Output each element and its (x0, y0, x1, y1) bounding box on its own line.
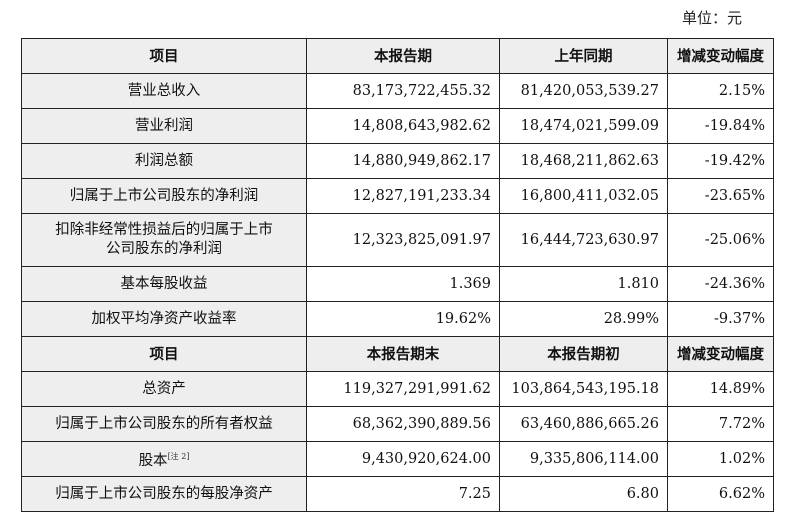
prior-value: 16,800,411,032.05 (499, 178, 668, 214)
row-label: 扣除非经常性损益后的归属于上市 公司股东的净利润 (21, 213, 307, 267)
header-prior-period: 上年同期 (499, 38, 668, 74)
current-value: 68,362,390,889.56 (306, 406, 500, 442)
table-row: 营业利润 14,808,643,982.62 18,474,021,599.09… (21, 108, 774, 144)
footnote-ref: [注 2] (167, 452, 190, 462)
header-item: 项目 (21, 336, 307, 372)
prior-value: 63,460,886,665.26 (499, 406, 668, 442)
row-label: 基本每股收益 (21, 266, 307, 302)
change-value: -19.42% (667, 143, 774, 179)
row-label-line1: 扣除非经常性损益后的归属于上市 (55, 222, 273, 238)
table-row: 基本每股收益 1.369 1.810 -24.36% (21, 266, 774, 302)
change-value: 1.02% (667, 441, 774, 477)
header-item: 项目 (21, 38, 307, 74)
change-value: -24.36% (667, 266, 774, 302)
current-value: 14,880,949,862.17 (306, 143, 500, 179)
row-label: 归属于上市公司股东的每股净资产 (21, 476, 307, 512)
change-value: 14.89% (667, 371, 774, 407)
table-row: 加权平均净资产收益率 19.62% 28.99% -9.37% (21, 301, 774, 337)
row-label: 归属于上市公司股东的所有者权益 (21, 406, 307, 442)
header-current-period: 本报告期 (306, 38, 500, 74)
current-value: 12,827,191,233.34 (306, 178, 500, 214)
prior-value: 6.80 (499, 476, 668, 512)
prior-value: 28.99% (499, 301, 668, 337)
row-label: 营业总收入 (21, 73, 307, 109)
prior-value: 103,864,543,195.18 (499, 371, 668, 407)
prior-value: 9,335,806,114.00 (499, 441, 668, 477)
prior-value: 18,468,211,862.63 (499, 143, 668, 179)
row-label: 加权平均净资产收益率 (21, 301, 307, 337)
prior-value: 16,444,723,630.97 (499, 213, 668, 267)
row-label-text: 股本 (138, 452, 168, 469)
row-label-line2: 公司股东的净利润 (106, 241, 222, 257)
table-row: 扣除非经常性损益后的归属于上市 公司股东的净利润 12,323,825,091.… (21, 213, 774, 267)
table-row: 利润总额 14,880,949,862.17 18,468,211,862.63… (21, 143, 774, 179)
prior-value: 81,420,053,539.27 (499, 73, 668, 109)
current-value: 14,808,643,982.62 (306, 108, 500, 144)
table-row: 股本[注 2] 9,430,920,624.00 9,335,806,114.0… (21, 441, 774, 477)
row-label: 股本[注 2] (21, 441, 307, 477)
table-header-row: 项目 本报告期末 本报告期初 增减变动幅度 (21, 336, 774, 372)
table-header-row: 项目 本报告期 上年同期 增减变动幅度 (21, 38, 774, 74)
row-label: 营业利润 (21, 108, 307, 144)
current-value: 9,430,920,624.00 (306, 441, 500, 477)
current-value: 7.25 (306, 476, 500, 512)
header-period-end: 本报告期末 (306, 336, 500, 372)
prior-value: 1.810 (499, 266, 668, 302)
change-value: -9.37% (667, 301, 774, 337)
change-value: 6.62% (667, 476, 774, 512)
financial-summary-table: 项目 本报告期 上年同期 增减变动幅度 营业总收入 83,173,722,455… (21, 38, 774, 512)
table-row: 归属于上市公司股东的所有者权益 68,362,390,889.56 63,460… (21, 406, 774, 442)
change-value: -23.65% (667, 178, 774, 214)
row-label: 总资产 (21, 371, 307, 407)
prior-value: 18,474,021,599.09 (499, 108, 668, 144)
current-value: 119,327,291,991.62 (306, 371, 500, 407)
row-label: 利润总额 (21, 143, 307, 179)
change-value: 2.15% (667, 73, 774, 109)
header-period-start: 本报告期初 (499, 336, 668, 372)
unit-label: 单位：元 (681, 9, 742, 27)
current-value: 12,323,825,091.97 (306, 213, 500, 267)
change-value: -19.84% (667, 108, 774, 144)
header-change: 增减变动幅度 (667, 38, 774, 74)
current-value: 1.369 (306, 266, 500, 302)
table-row: 总资产 119,327,291,991.62 103,864,543,195.1… (21, 371, 774, 407)
row-label: 归属于上市公司股东的净利润 (21, 178, 307, 214)
table-row: 营业总收入 83,173,722,455.32 81,420,053,539.2… (21, 73, 774, 109)
table-row: 归属于上市公司股东的净利润 12,827,191,233.34 16,800,4… (21, 178, 774, 214)
change-value: -25.06% (667, 213, 774, 267)
header-change: 增减变动幅度 (667, 336, 774, 372)
current-value: 83,173,722,455.32 (306, 73, 500, 109)
change-value: 7.72% (667, 406, 774, 442)
table-row: 归属于上市公司股东的每股净资产 7.25 6.80 6.62% (21, 476, 774, 512)
current-value: 19.62% (306, 301, 500, 337)
